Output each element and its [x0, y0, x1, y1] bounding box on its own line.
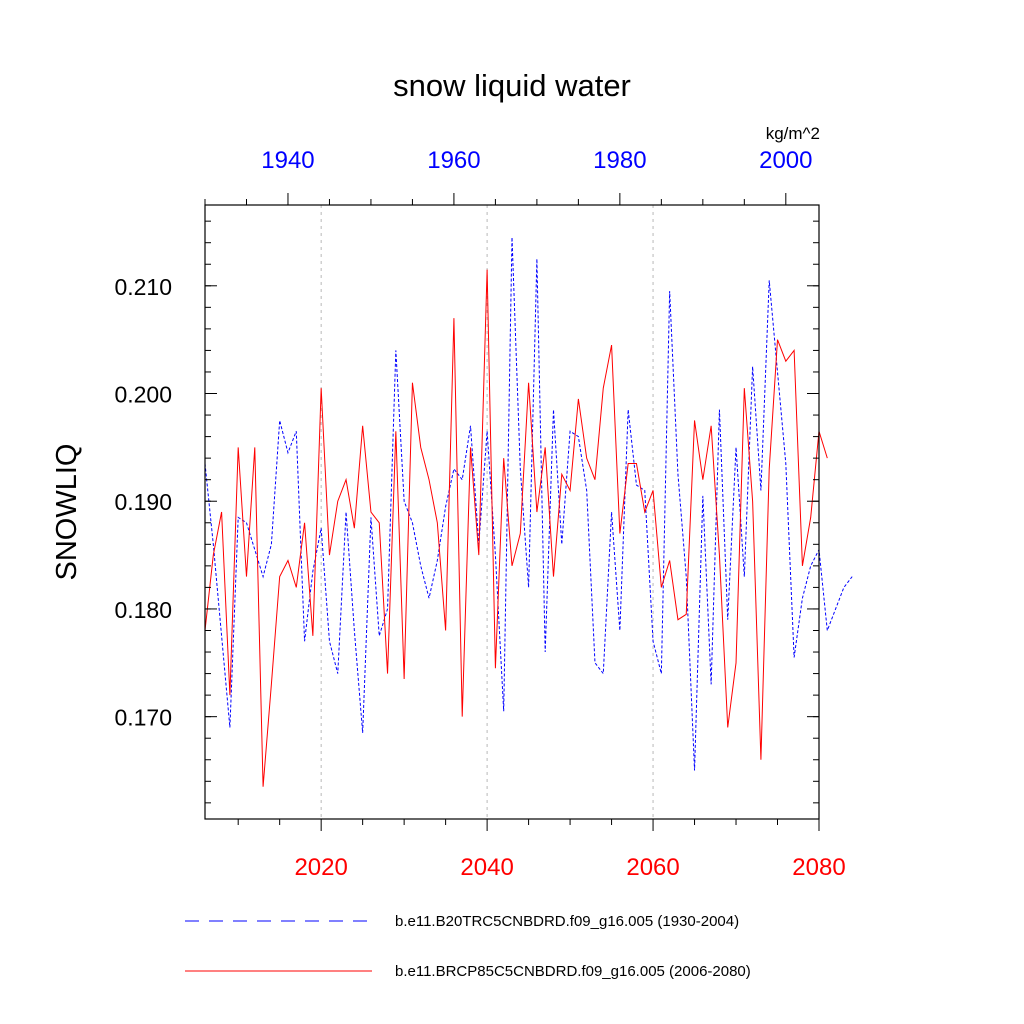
chart-title: snow liquid water — [393, 68, 631, 103]
axes: 0.170 0.180 0.190 0.200 0.210 2020 2040 2060 208… — [114, 147, 845, 881]
y-tick-label: 0.200 — [114, 382, 172, 408]
series-line-future — [204, 269, 828, 787]
y-tick-label: 0.210 — [114, 274, 172, 300]
units-label: kg/m^2 — [766, 124, 820, 143]
x-top-tick-label: 1960 — [427, 147, 480, 174]
x-bottom-tick-label: 2020 — [294, 854, 347, 881]
x-top-tick-label: 1940 — [261, 147, 314, 174]
x-bottom-tick-label: 2040 — [460, 854, 513, 881]
gridlines — [320, 205, 654, 819]
y-tick-label: 0.170 — [114, 705, 172, 731]
legend-label-future: b.e11.BRCP85C5CNBDRD.f09_g16.005 (2006-2… — [395, 963, 751, 980]
plot-frame — [204, 204, 820, 820]
series-line-historical — [204, 237, 853, 771]
legend-label-historical: b.e11.B20TRC5CNBDRD.f09_g16.005 (1930-20… — [395, 913, 739, 930]
y-tick-label: 0.180 — [114, 597, 172, 623]
y-axis-label: SNOWLIQ — [51, 444, 83, 581]
x-bottom-tick-label: 2080 — [792, 854, 845, 881]
y-tick-label: 0.190 — [114, 489, 172, 515]
series-layer — [204, 237, 853, 787]
x-top-tick-label: 2000 — [759, 147, 812, 174]
x-top-tick-label: 1980 — [593, 147, 646, 174]
x-bottom-tick-label: 2060 — [626, 854, 679, 881]
